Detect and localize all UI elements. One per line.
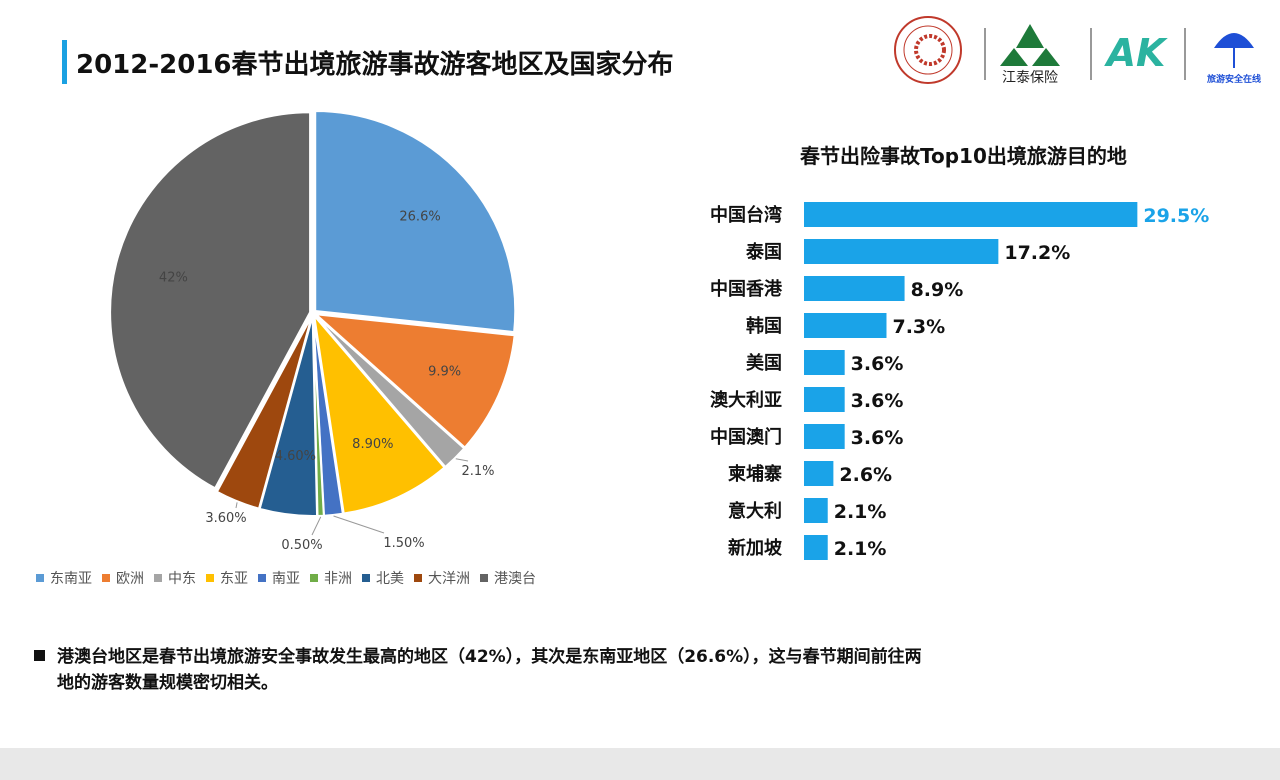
pie-slice-3	[312, 312, 446, 515]
bar-value-label: 2.1%	[834, 501, 887, 523]
bar-category-label: 中国香港	[710, 278, 783, 300]
bar-category-label: 韩国	[746, 315, 782, 337]
logo-separator	[1184, 28, 1186, 80]
bar-category-label: 泰国	[745, 241, 782, 263]
pie-data-label: 4.60%	[275, 449, 316, 464]
bar-8	[804, 498, 828, 523]
jiangtai-insurance-logo: 江泰保险	[1000, 24, 1060, 86]
bar-category-label: 新加坡	[728, 537, 783, 559]
bar-value-label: 8.9%	[911, 279, 964, 301]
legend-swatch	[414, 574, 422, 582]
legend-label: 港澳台	[494, 571, 536, 587]
pie-data-label: 0.50%	[281, 538, 322, 553]
leader-line	[235, 502, 238, 509]
svg-text:旅游安全在线: 旅游安全在线	[1207, 73, 1261, 85]
note-line-2: 地的游客数量规模密切相关。	[57, 673, 278, 693]
bar-value-label: 7.3%	[892, 316, 945, 338]
legend-label: 中东	[168, 571, 196, 587]
bar-value-label: 2.1%	[834, 538, 887, 560]
pie-data-label: 1.50%	[383, 536, 424, 551]
legend-item: 东亚	[206, 568, 248, 588]
bar-value-label: 29.5%	[1143, 205, 1209, 227]
bar-3	[804, 313, 887, 338]
leader-line	[333, 515, 385, 534]
bar-7	[804, 461, 834, 486]
legend-swatch	[102, 574, 110, 582]
bar-9	[804, 535, 828, 560]
legend-swatch	[310, 574, 318, 582]
legend-swatch	[36, 574, 44, 582]
pie-data-label: 26.6%	[399, 210, 440, 225]
logo-separator	[984, 28, 986, 80]
legend-label: 非洲	[324, 571, 352, 587]
ak-logo: AK	[1104, 31, 1168, 75]
title-accent-bar	[62, 40, 67, 84]
pie-slice-7	[215, 315, 313, 510]
bar-value-label: 17.2%	[1004, 242, 1070, 264]
bar-0	[804, 202, 1138, 227]
bar-1	[804, 239, 999, 264]
tourism-safety-online-logo: 旅游安全在线	[1207, 33, 1261, 85]
logos-svg: 江泰保险 AK 旅游安全在线	[894, 16, 1261, 86]
bar-5	[804, 387, 845, 412]
pie-data-label: 2.1%	[461, 464, 494, 479]
bullet-icon	[34, 650, 45, 661]
bar-category-label: 美国	[746, 352, 782, 374]
bar-value-label: 3.6%	[851, 427, 904, 449]
pie-slice-1	[312, 312, 516, 449]
legend-label: 北美	[376, 571, 404, 587]
leader-line	[455, 458, 469, 462]
svg-text:江泰保险: 江泰保险	[1002, 70, 1058, 86]
bar-value-label: 3.6%	[851, 390, 904, 412]
bar-6	[804, 424, 845, 449]
bar-4	[804, 350, 845, 375]
legend-label: 南亚	[272, 571, 300, 587]
legend-item: 非洲	[310, 568, 352, 588]
pie-data-label: 42%	[159, 271, 188, 286]
pie-slice-8	[109, 111, 312, 490]
legend-swatch	[362, 574, 370, 582]
note-line-1: 港澳台地区是春节出境旅游安全事故发生最高的地区（42%），其次是东南亚地区（26…	[57, 647, 922, 667]
logo-row: 江泰保险 AK 旅游安全在线	[888, 14, 1268, 86]
pie-data-label: 9.9%	[428, 364, 461, 379]
legend-label: 大洋洲	[428, 571, 470, 587]
pie-chart: 26.6% 9.9% 2.1% 8.90% 1.50% 0.50% 4.60% 3.60% 42…	[109, 109, 517, 553]
bar-2	[804, 276, 905, 301]
pie-data-label: 8.90%	[352, 437, 393, 452]
bar-chart: 中国台湾 29.5% 泰国 17.2% 中国香港 8.9% 韩国 7.3% 美国 3.6% 澳大利亚…	[710, 202, 1209, 560]
bar-category-label: 中国澳门	[710, 426, 782, 448]
bar-category-label: 中国台湾	[710, 204, 782, 226]
bar-category-label: 柬埔寨	[728, 463, 782, 485]
legend-item: 南亚	[258, 568, 300, 588]
leader-line	[311, 516, 322, 536]
legend-item: 欧洲	[102, 568, 144, 588]
legend-item: 东南亚	[36, 568, 92, 588]
pie-legend: 东南亚 欧洲 中东 东亚 南亚 非洲 北美 大洋洲 港澳台	[36, 568, 536, 588]
pie-slice-2	[314, 314, 466, 469]
legend-label: 东南亚	[50, 571, 92, 587]
bar-value-label: 2.6%	[839, 464, 892, 486]
legend-item: 港澳台	[480, 568, 536, 588]
legend-item: 北美	[362, 568, 404, 588]
bar-category-label: 意大利	[728, 500, 782, 522]
bar-category-label: 澳大利亚	[710, 389, 782, 411]
legend-swatch	[206, 574, 214, 582]
page-title: 2012-2016春节出境旅游事故游客地区及国家分布	[76, 50, 674, 80]
legend-swatch	[258, 574, 266, 582]
bar-chart-title: 春节出险事故Top10出境旅游目的地	[800, 144, 1127, 168]
bar-value-label: 3.6%	[851, 353, 904, 375]
logo-separator	[1090, 28, 1092, 80]
legend-label: 东亚	[220, 571, 248, 587]
pie-slice-0	[314, 109, 517, 334]
summary-note: 港澳台地区是春节出境旅游安全事故发生最高的地区（42%），其次是东南亚地区（26…	[34, 644, 922, 696]
svg-text:AK: AK	[1104, 31, 1168, 75]
legend-swatch	[480, 574, 488, 582]
huaqiao-university-logo	[894, 16, 962, 84]
footer-band	[0, 748, 1280, 780]
pie-data-label: 3.60%	[205, 511, 246, 526]
legend-label: 欧洲	[116, 571, 144, 587]
legend-item: 大洋洲	[414, 568, 470, 588]
legend-item: 中东	[154, 568, 196, 588]
legend-swatch	[154, 574, 162, 582]
